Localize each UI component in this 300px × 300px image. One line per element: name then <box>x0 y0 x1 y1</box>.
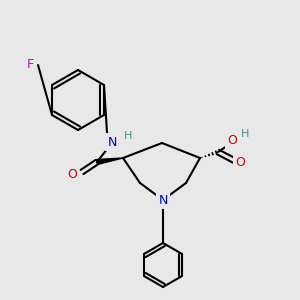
Text: F: F <box>26 58 34 71</box>
Text: O: O <box>235 157 245 169</box>
Text: N: N <box>107 136 117 148</box>
Polygon shape <box>97 158 123 164</box>
Text: N: N <box>158 194 168 206</box>
Text: O: O <box>227 134 237 146</box>
Text: H: H <box>241 129 249 139</box>
Text: O: O <box>67 169 77 182</box>
Text: H: H <box>124 131 132 141</box>
